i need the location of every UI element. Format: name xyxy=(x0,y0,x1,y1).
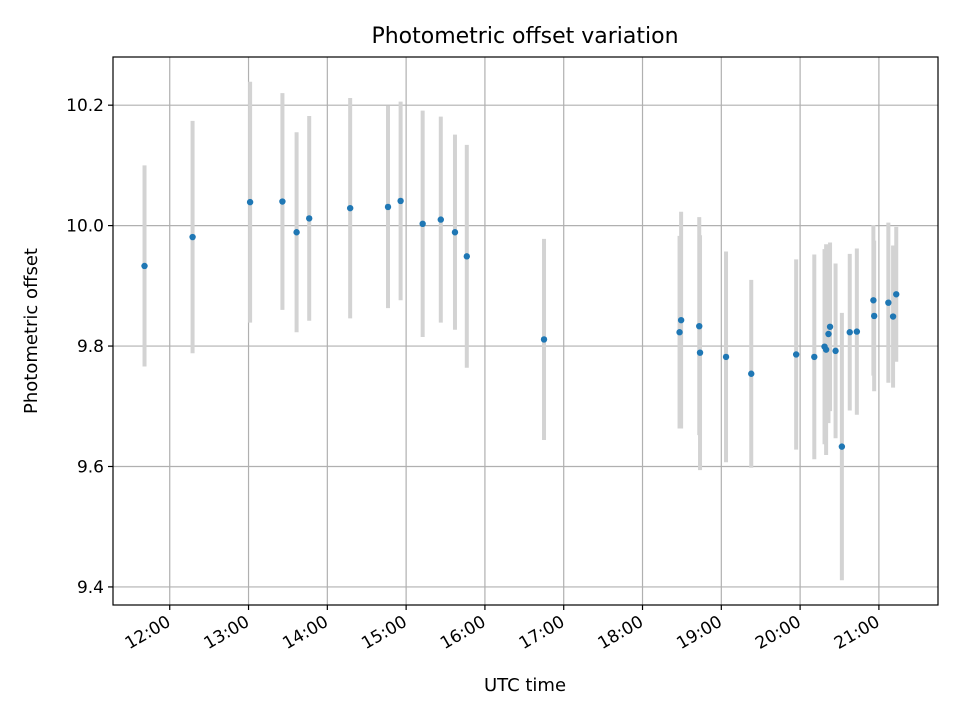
data-point xyxy=(832,347,839,355)
data-point xyxy=(451,229,459,236)
data-point xyxy=(811,353,818,361)
data-point xyxy=(870,312,878,320)
data-point xyxy=(838,443,846,450)
data-point xyxy=(141,262,148,270)
data-point xyxy=(792,351,800,358)
data-point xyxy=(893,291,900,298)
data-point xyxy=(696,322,703,330)
y-tick-label: 9.6 xyxy=(77,457,104,477)
data-point xyxy=(822,346,830,353)
y-axis-ticks: 9.4 9.6 9.8 10.0 10.2 xyxy=(66,96,113,598)
data-point xyxy=(189,233,196,241)
grid xyxy=(113,57,938,605)
data-point xyxy=(293,229,300,236)
y-tick-label: 9.8 xyxy=(77,337,104,357)
data-point xyxy=(437,216,444,223)
data-point xyxy=(677,316,685,324)
data-points xyxy=(141,197,900,450)
y-tick-label: 10.2 xyxy=(66,96,104,116)
data-point xyxy=(419,220,426,228)
y-axis-label: Photometric offset xyxy=(21,248,42,414)
data-point xyxy=(676,329,683,336)
data-point xyxy=(346,204,354,212)
data-point xyxy=(397,197,404,205)
data-point xyxy=(846,329,853,336)
data-point xyxy=(826,323,834,330)
data-point xyxy=(853,328,861,335)
data-point xyxy=(825,330,832,338)
data-point xyxy=(722,353,730,361)
data-point xyxy=(384,203,392,211)
x-axis-label: UTC time xyxy=(484,675,566,696)
data-point xyxy=(885,299,892,306)
data-point xyxy=(748,370,755,377)
data-point xyxy=(889,313,897,320)
data-point xyxy=(279,198,286,205)
y-tick-label: 10.0 xyxy=(66,217,104,237)
data-point xyxy=(463,253,470,260)
data-point xyxy=(540,336,548,343)
data-point xyxy=(870,297,877,304)
y-tick-label: 9.4 xyxy=(77,578,104,598)
data-point xyxy=(306,215,313,222)
chart-title: Photometric offset variation xyxy=(371,24,678,49)
data-point xyxy=(246,198,254,206)
plot-frame xyxy=(112,56,939,606)
data-point xyxy=(696,349,704,356)
